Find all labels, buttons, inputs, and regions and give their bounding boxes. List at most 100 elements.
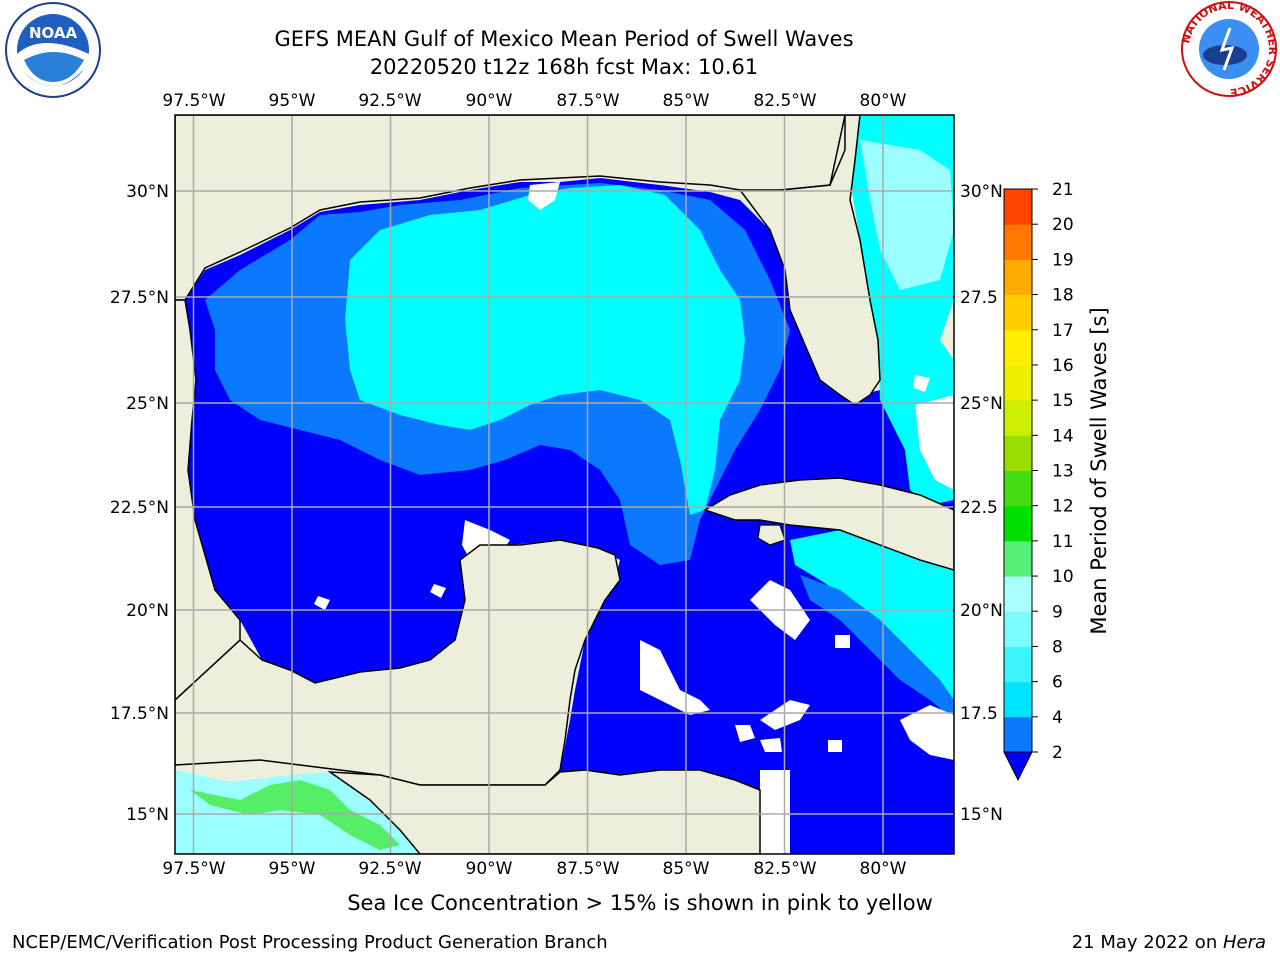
lat-label-left: 27.5°N [110,288,169,308]
lon-label-top: 97.5°W [162,91,225,111]
colorbar-tick-label: 20 [1052,215,1074,235]
lat-label-right: 25°N [960,394,1003,414]
sea-ice-note: Sea Ice Concentration > 15% is shown in … [347,891,933,915]
colorbar-segment [1004,470,1032,507]
pacific-green-field [190,780,400,850]
colorbar-segment [1004,224,1032,260]
nodata-patch [760,770,790,854]
colorbar-tick-label: 16 [1052,356,1074,376]
footer-date-text: 21 May 2022 on [1071,932,1223,953]
lon-label-top: 87.5°W [556,91,619,111]
lat-label-left: 25°N [126,394,169,414]
lat-label-right: 15°N [960,805,1003,825]
colorbar-segment [1004,329,1032,366]
colorbar-segment [1004,435,1032,471]
nodata-patch [462,520,510,560]
noaa-logo: NOAA [5,2,101,98]
colorbar-tick-label: 18 [1052,286,1074,306]
lat-label-left: 17.5°N [110,704,169,724]
lon-label-bottom: 87.5°W [556,859,619,879]
nodata-patch [900,705,954,760]
lon-label-bottom: 82.5°W [753,859,816,879]
colorbar-tick-label: 13 [1052,462,1074,482]
nodata-patch [430,584,446,598]
lon-label-top: 92.5°W [358,91,421,111]
land-background [175,115,954,854]
nodata-patch [735,725,755,742]
lon-label-top: 80°W [860,91,907,111]
nodata-patch [835,635,850,648]
lat-label-left: 15°N [126,805,169,825]
colorbar-tick-label: 4 [1052,708,1063,728]
lat-label-right: 20°N [960,601,1003,621]
atlantic-light-cyan-field [860,140,954,290]
colorbar-segment [1004,646,1032,683]
colorbar-tick-label: 14 [1052,426,1074,446]
lon-label-bottom: 97.5°W [162,859,225,879]
central-america-land [327,769,761,854]
caribbean-cyan-field [790,530,954,700]
colorbar-tick-label: 2 [1052,743,1063,763]
nodata-patch [828,740,842,752]
colorbar-tick-label: 12 [1052,497,1074,517]
lon-label-bottom: 80°W [860,859,907,879]
island-land [757,524,786,546]
colorbar-segment [1004,611,1032,647]
florida-land [738,115,881,406]
lat-label-right: 17.5 [960,704,998,724]
colorbar-label: Mean Period of Swell Waves [s] [1087,307,1111,634]
colorbar-segment [1004,716,1032,753]
lat-label-left: 22.5°N [110,498,169,518]
map-subtitle: 20220520 t12z 168h fcst Max: 10.61 [369,55,759,79]
colorbar-tick-label: 11 [1052,532,1074,552]
footer-date: 21 May 2022 on Hera [1072,932,1266,953]
nodata-patch [750,580,810,640]
pacific-light-cyan-field [175,770,420,854]
colorbar-segment [1004,576,1032,612]
lat-label-right: 30°N [960,182,1003,202]
colorbar-segment [1004,505,1032,542]
footer-host: Hera [1222,932,1266,953]
us-gulf-coast-land [175,115,846,301]
gulf-cyan-field [345,185,745,515]
lon-label-bottom: 90°W [466,859,513,879]
colorbar-segment [1004,681,1032,718]
colorbar-segment [1004,364,1032,401]
lat-label-left: 20°N [126,601,169,621]
lon-label-top: 85°W [663,91,710,111]
colorbar-segment [1004,259,1032,296]
nodata-patch [314,596,330,610]
colorbar-segment [1004,294,1032,331]
lon-label-top: 90°W [466,91,513,111]
colorbar: 2 4 6 8 9 10 11 12 13 14 15 16 17 18 19 20 21 [1003,180,1074,782]
lon-gridlines [192,115,884,854]
nodata-patch [760,700,810,730]
nodata-patch [528,182,560,210]
colorbar-tick-label: 15 [1052,391,1074,411]
colorbar-tick-label: 19 [1052,250,1074,270]
colorbar-tick-label: 21 [1052,180,1074,200]
lat-label-left: 30°N [126,182,169,202]
gulf-mid-blue-field [205,183,790,565]
nodata-patch [760,738,782,752]
lat-label-right: 22.5 [960,498,998,518]
nodata-patch [913,375,930,392]
nodata-patch [640,640,710,715]
lon-label-top: 82.5°W [753,91,816,111]
colorbar-tick-label: 6 [1052,673,1063,693]
colorbar-segment [1004,189,1032,225]
lon-label-bottom: 92.5°W [358,859,421,879]
atlantic-cyan-field [845,115,954,505]
lon-label-bottom: 95°W [269,859,316,879]
footer-credit: NCEP/EMC/Verification Post Processing Pr… [12,932,608,953]
lon-label-top: 95°W [269,91,316,111]
cuba-land [703,477,954,571]
caribbean-mid-blue-field [800,575,954,720]
lat-label-right: 27.5 [960,288,998,308]
colorbar-extend-triangle [1003,751,1033,782]
colorbar-tick-label: 10 [1052,567,1074,587]
colorbar-segment [1004,400,1032,436]
lat-gridlines [175,190,954,815]
lon-label-bottom: 85°W [663,859,710,879]
